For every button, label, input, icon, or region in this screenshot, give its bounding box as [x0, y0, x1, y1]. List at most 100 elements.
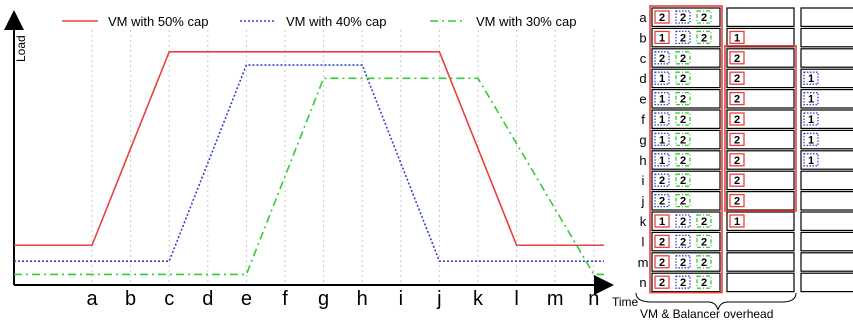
row-label-f: f: [641, 112, 645, 127]
vm-share-box: [654, 30, 670, 45]
vm-share-value: 1: [659, 134, 665, 146]
vm-share-value: 2: [680, 175, 686, 187]
x-tick-h: h: [357, 288, 368, 310]
vm-share-box: [675, 51, 691, 65]
row-label-j: j: [641, 194, 645, 209]
server-cell: [800, 170, 853, 191]
x-tick-g: g: [318, 288, 329, 310]
vm-share-box: [675, 10, 691, 24]
vm-share-value: 1: [659, 94, 665, 106]
row-label-b: b: [639, 30, 646, 45]
vm-share-box: [675, 214, 691, 228]
vm-share-box: [675, 193, 691, 208]
server-cell: [800, 191, 853, 211]
vm-share-box: [654, 234, 670, 249]
vm-share-value: 2: [701, 32, 707, 44]
vm-share-box: [675, 30, 691, 45]
row-label-l: l: [642, 234, 645, 249]
vm-share-box: [654, 193, 670, 208]
vm-share-value: 1: [808, 155, 814, 167]
vm-share-box: [675, 132, 691, 147]
vm-share-value: 2: [680, 134, 686, 146]
vm-share-box: [729, 132, 745, 147]
vm-share-box: [696, 234, 712, 249]
vm-share-box: [729, 71, 745, 85]
legend-label-3: VM with 30% cap: [476, 14, 576, 29]
y-axis-label: Load: [14, 35, 28, 62]
vm-share-box: [654, 275, 670, 289]
vm-share-value: 2: [701, 277, 707, 289]
vm-share-value: 2: [680, 114, 686, 126]
server-cell: [726, 272, 795, 293]
vm-share-value: 2: [680, 32, 686, 44]
vm-share-box: [803, 91, 819, 106]
x-tick-b: b: [125, 288, 136, 310]
vm-share-box: [729, 153, 745, 167]
vm-share-box: [654, 71, 670, 85]
vm-share-box: [696, 214, 712, 228]
row-label-d: d: [639, 71, 646, 86]
vm-share-value: 1: [659, 114, 665, 126]
x-tick-e: e: [241, 288, 252, 310]
vm-share-box: [729, 51, 745, 65]
vm-share-box: [675, 91, 691, 106]
vm-share-value: 1: [808, 73, 814, 85]
vm-share-box: [729, 112, 745, 126]
vm-share-box: [696, 10, 712, 24]
vm-share-box: [729, 30, 745, 45]
vm-share-box: [803, 132, 819, 147]
legend-label-2: VM with 40% cap: [286, 14, 386, 29]
vm-share-value: 2: [734, 73, 740, 85]
x-tick-f: f: [282, 288, 288, 310]
vm-share-value: 1: [659, 32, 665, 44]
vm-share-value: 2: [659, 12, 665, 24]
x-tick-j: j: [436, 288, 441, 310]
x-tick-d: d: [202, 288, 213, 310]
vm-share-box: [803, 71, 819, 85]
x-tick-labels: a b c d e f g h i j k l m n: [86, 288, 599, 310]
vm-share-value: 2: [734, 175, 740, 187]
row-label-e: e: [639, 92, 646, 107]
highlight-frame-first: [649, 5, 723, 294]
vm-share-box: [696, 275, 712, 289]
row-label-n: n: [639, 275, 646, 290]
highlight-frame-second: [724, 44, 797, 212]
vm-share-box: [675, 255, 691, 269]
row-label-k: k: [640, 214, 647, 229]
vm-share-box: [654, 153, 670, 167]
vm-share-value: 2: [734, 114, 740, 126]
row-label-g: g: [639, 132, 646, 147]
x-tick-m: m: [547, 288, 564, 310]
vm-share-value: 1: [808, 134, 814, 146]
vm-share-box: [654, 214, 670, 228]
allocation-table: a 2 2 2b 1 2 2 1c 2 2 2d 1 2 2 1e 1 2 2 1f 1 2 2 1g 1 2 2 1h 1 2 2 1i 2…: [638, 5, 853, 294]
vm-share-value: 2: [701, 236, 707, 248]
x-tick-i: i: [399, 288, 403, 310]
vm-share-value: 1: [659, 73, 665, 85]
vm-share-box: [729, 193, 745, 208]
vm-share-value: 1: [734, 32, 740, 44]
vm-share-value: 2: [680, 196, 686, 208]
server-cell: [726, 231, 795, 252]
vm-share-value: 2: [659, 257, 665, 269]
vm-share-value: 2: [680, 12, 686, 24]
vm-share-value: 1: [659, 155, 665, 167]
vm-share-value: 2: [734, 196, 740, 208]
row-label-i: i: [642, 173, 645, 188]
vm-share-value: 2: [659, 53, 665, 65]
server-cell: [800, 27, 853, 48]
vm-share-box: [654, 51, 670, 65]
vm-share-box: [675, 275, 691, 289]
vm-share-value: 2: [659, 277, 665, 289]
overhead-brace: VM & Balancer overhead: [635, 292, 797, 321]
vm-share-box: [729, 91, 745, 106]
vm-share-box: [675, 234, 691, 249]
vm-share-value: 2: [734, 53, 740, 65]
vm-share-value: 2: [659, 175, 665, 187]
server-cell: [800, 231, 853, 252]
vm-share-box: [654, 255, 670, 269]
vm-share-box: [696, 30, 712, 45]
vm-share-value: 1: [808, 94, 814, 106]
vm-share-value: 2: [680, 53, 686, 65]
